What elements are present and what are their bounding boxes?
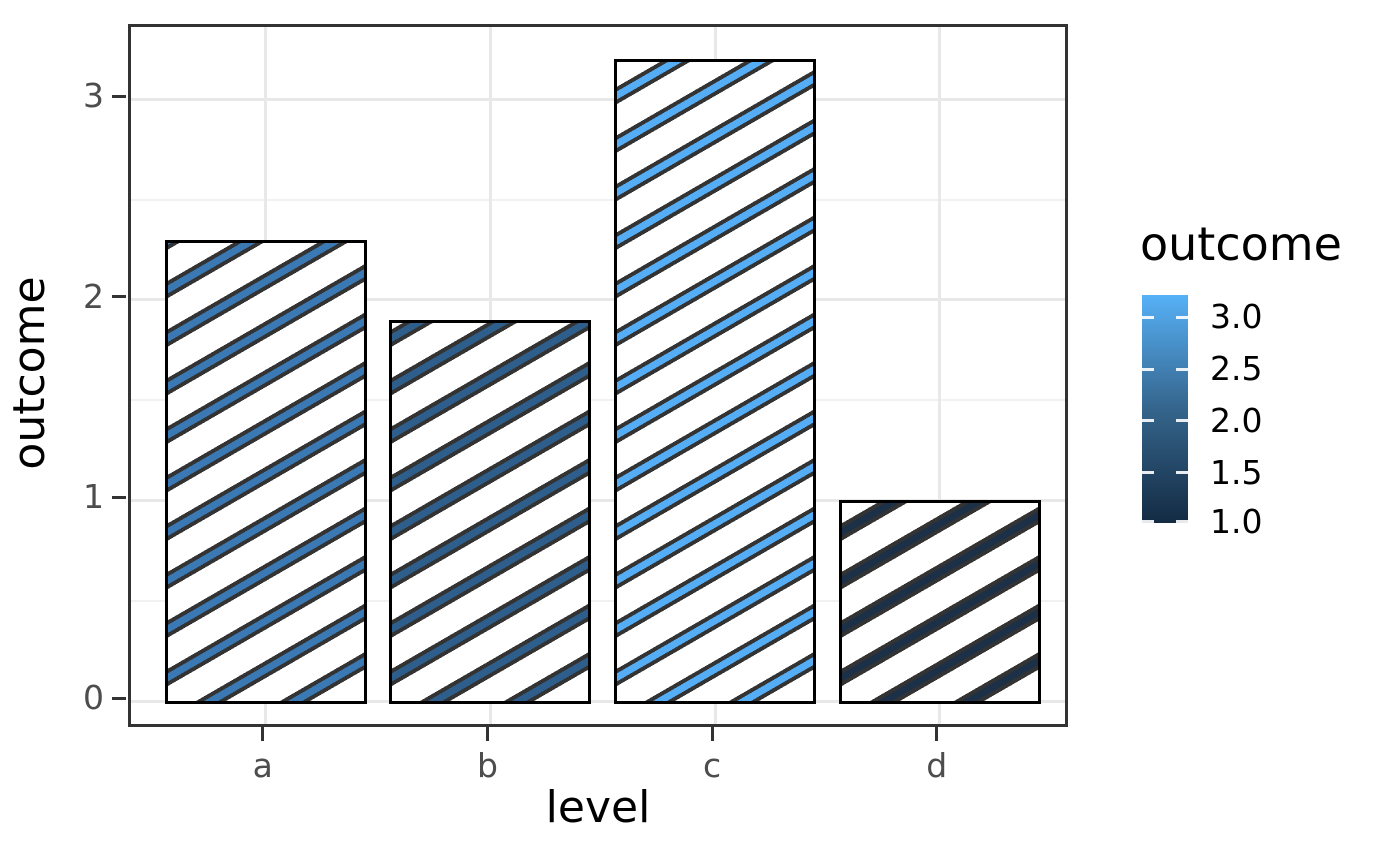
y-tick-label: 2 xyxy=(83,276,104,316)
legend-colorbar xyxy=(1142,295,1188,523)
x-tick-label: b xyxy=(476,746,498,785)
colorbar-tick-left xyxy=(1142,367,1154,371)
colorbar-tick-label: 1.0 xyxy=(1210,501,1263,541)
y-axis-tick xyxy=(112,696,126,700)
colorbar-tick-right xyxy=(1176,471,1188,475)
bar-a xyxy=(164,239,367,704)
y-tick-label: 1 xyxy=(83,477,104,517)
x-axis-tick xyxy=(710,727,714,741)
colorbar-tick-label: 2.0 xyxy=(1210,400,1263,440)
bar-c xyxy=(614,59,817,704)
colorbar-tick-left xyxy=(1142,419,1154,423)
y-axis-tick xyxy=(112,94,126,98)
bar-b xyxy=(389,319,592,704)
colorbar-tick-left xyxy=(1142,520,1154,523)
x-axis-title: level xyxy=(545,782,651,833)
colorbar-tick-label: 1.5 xyxy=(1210,452,1263,492)
colorbar-tick-left xyxy=(1142,315,1154,319)
grid-major-line xyxy=(131,699,1065,703)
y-axis-tick xyxy=(112,295,126,299)
grid-minor-line xyxy=(131,599,1065,602)
x-tick-label: c xyxy=(703,746,722,785)
colorbar-tick-right xyxy=(1176,419,1188,423)
grid-major-line xyxy=(131,298,1065,302)
grid-minor-line xyxy=(131,198,1065,201)
x-axis-tick xyxy=(485,727,489,741)
y-tick-label: 0 xyxy=(83,678,104,717)
y-tick-label: 3 xyxy=(83,76,104,116)
y-axis-tick xyxy=(112,495,126,499)
x-tick-label: d xyxy=(926,746,948,785)
legend-title: outcome xyxy=(1140,217,1342,271)
x-axis-tick xyxy=(935,727,939,741)
colorbar-tick-right xyxy=(1176,367,1188,371)
bar-d xyxy=(838,500,1041,704)
x-axis-tick xyxy=(261,727,265,741)
grid-major-line-vertical xyxy=(938,27,942,724)
colorbar-tick-label: 3.0 xyxy=(1210,297,1263,337)
colorbar-tick-right xyxy=(1176,520,1188,523)
colorbar-tick-right xyxy=(1176,315,1188,319)
grid-minor-line xyxy=(131,399,1065,402)
x-tick-label: a xyxy=(252,746,273,785)
grid-major-line xyxy=(131,97,1065,101)
plot-panel xyxy=(128,24,1068,727)
colorbar-tick-label: 2.5 xyxy=(1210,349,1263,389)
grid-major-line xyxy=(131,498,1065,502)
colorbar-tick-left xyxy=(1142,471,1154,475)
